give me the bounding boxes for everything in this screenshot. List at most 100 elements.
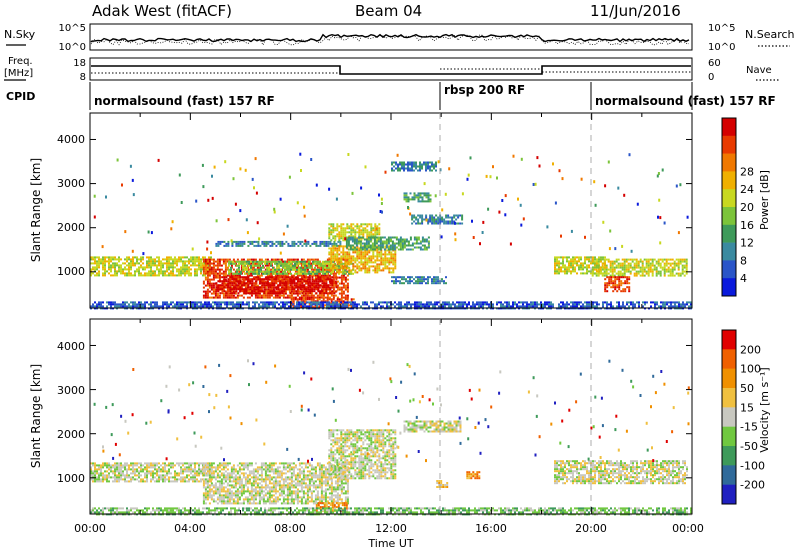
cpid-segment-3: normalsound (fast) 157 RF xyxy=(595,94,776,108)
heatmap-cell xyxy=(249,240,252,243)
heatmap-cell xyxy=(411,161,413,164)
heatmap-cell xyxy=(344,231,347,234)
heatmap-cell xyxy=(284,305,286,308)
heatmap-cell xyxy=(184,266,186,269)
heatmap-cell xyxy=(335,290,338,293)
heatmap-cell xyxy=(263,240,266,243)
heatmap-cell xyxy=(234,274,237,277)
heatmap-cell xyxy=(220,268,223,271)
heatmap-cell xyxy=(365,242,368,245)
heatmap-cell xyxy=(324,304,327,307)
heatmap-cell xyxy=(314,306,317,309)
heatmap-cell xyxy=(653,258,656,261)
heatmap-cell xyxy=(271,242,274,245)
heatmap-cell xyxy=(219,292,222,295)
heatmap-cell xyxy=(264,303,266,306)
heatmap-cell xyxy=(212,296,215,299)
heatmap-cell xyxy=(330,253,333,256)
heatmap-cell xyxy=(399,276,401,279)
heatmap-cell xyxy=(236,278,239,281)
heatmap-cell xyxy=(277,280,280,283)
heatmap-cell xyxy=(311,278,314,281)
heatmap-cell xyxy=(492,303,494,306)
heatmap-cell xyxy=(652,301,654,304)
heatmap-cell xyxy=(360,305,362,308)
heatmap-cell xyxy=(334,294,337,297)
heatmap-cell xyxy=(566,260,568,263)
heatmap-cell xyxy=(352,303,354,306)
heatmap-cell xyxy=(322,300,325,303)
heatmap-cell xyxy=(453,220,456,223)
heatmap-cell xyxy=(182,260,184,263)
heatmap-cell xyxy=(270,301,272,304)
heatmap-cell xyxy=(600,270,602,273)
heatmap-cell xyxy=(290,300,293,303)
heatmap-cell xyxy=(277,278,280,281)
heatmap-cell xyxy=(681,266,684,269)
heatmap-cell xyxy=(370,223,373,226)
heatmap-cell xyxy=(383,242,386,245)
heatmap-cell xyxy=(666,301,668,304)
heatmap-cell xyxy=(268,260,270,263)
heatmap-cell xyxy=(182,266,184,269)
heatmap-cell xyxy=(362,253,365,256)
heatmap-cell xyxy=(350,262,352,265)
heatmap-cell xyxy=(254,264,256,267)
heatmap-cell xyxy=(425,194,428,197)
heatmap-cell xyxy=(405,167,407,170)
heatmap-cell xyxy=(317,284,320,287)
heatmap-cell xyxy=(649,266,652,269)
heatmap-cell xyxy=(524,305,526,308)
heatmap-cell xyxy=(284,303,286,306)
heatmap-cell xyxy=(321,288,324,291)
heatmap-cell xyxy=(461,216,464,219)
heatmap-cell xyxy=(146,266,148,269)
heatmap-cell xyxy=(322,303,324,306)
nave-label: Nave xyxy=(746,65,772,76)
heatmap-cell xyxy=(204,303,206,306)
heatmap-cell xyxy=(570,266,572,269)
heatmap-cell xyxy=(401,244,404,247)
heatmap-cell xyxy=(381,246,384,249)
heatmap-cell xyxy=(610,301,612,304)
heatmap-cell xyxy=(221,280,224,283)
heatmap-cell xyxy=(240,268,243,271)
heatmap-cell xyxy=(215,282,218,285)
heatmap-cell xyxy=(304,296,307,299)
heatmap-cell xyxy=(433,167,435,170)
heatmap-cell xyxy=(338,237,341,240)
heatmap-cell xyxy=(615,258,618,261)
heatmap-cell xyxy=(544,305,546,308)
heatmap-cell xyxy=(322,296,325,299)
heatmap-cell xyxy=(268,264,271,267)
heatmap-cell xyxy=(310,258,313,261)
heatmap-cell xyxy=(240,258,243,261)
heatmap-cell xyxy=(566,270,568,273)
heatmap-cell xyxy=(474,303,476,306)
heatmap-cell xyxy=(354,251,357,254)
heatmap-cell xyxy=(407,280,409,283)
heatmap-cell xyxy=(219,280,222,283)
heatmap-cell xyxy=(200,301,202,304)
heatmap-cell xyxy=(326,262,328,265)
heatmap-cell xyxy=(331,242,334,245)
heatmap-cell xyxy=(281,278,284,281)
heatmap-cell xyxy=(398,301,400,304)
heatmap-cell xyxy=(330,229,333,232)
heatmap-cell xyxy=(376,253,379,256)
heatmap-cell xyxy=(300,301,302,304)
heatmap-cell xyxy=(156,260,158,263)
heatmap-cell xyxy=(392,269,395,272)
heatmap-cell xyxy=(116,270,118,273)
heatmap-cell xyxy=(239,280,242,283)
heatmap-cell xyxy=(304,266,306,269)
heatmap-cell xyxy=(210,282,213,285)
heatmap-cell xyxy=(588,256,590,259)
heatmap-cell xyxy=(360,239,363,242)
heatmap-cell xyxy=(239,282,242,285)
heatmap-cell xyxy=(372,261,375,264)
heatmap-cell xyxy=(609,260,612,263)
heatmap-cell xyxy=(306,258,309,261)
heatmap-cell xyxy=(350,223,353,226)
heatmap-cell xyxy=(413,169,415,172)
